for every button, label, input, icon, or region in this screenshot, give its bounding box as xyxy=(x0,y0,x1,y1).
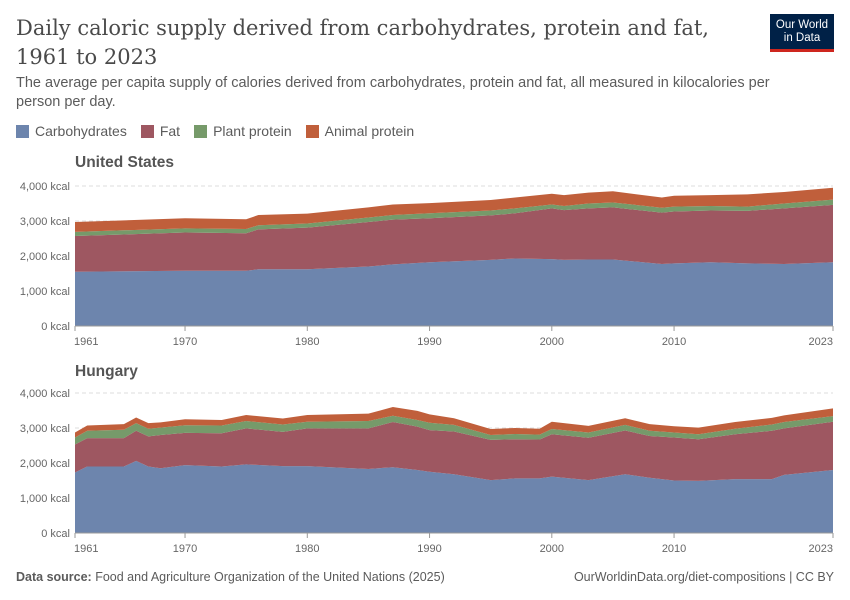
chart-title: Daily caloric supply derived from carboh… xyxy=(16,16,709,69)
y-tick-label: 4,000 kcal xyxy=(20,181,70,193)
legend: Carbohydrates Fat Plant protein Animal p… xyxy=(16,123,414,139)
data-source: Data source: Food and Agriculture Organi… xyxy=(16,570,445,584)
y-tick-label: 3,000 kcal xyxy=(20,216,70,228)
footer-link[interactable]: OurWorldinData.org/diet-compositions | C… xyxy=(573,570,834,584)
x-tick-label: 2023 xyxy=(809,336,833,348)
area-carbohydrates xyxy=(75,258,833,326)
y-tick-label: 2,000 kcal xyxy=(20,251,70,263)
source-label: Data source: xyxy=(16,570,92,584)
area-plant-protein xyxy=(75,199,833,237)
area-plant-protein xyxy=(75,415,833,445)
legend-item-carbohydrates[interactable]: Carbohydrates xyxy=(16,123,127,139)
y-tick-label: 2,000 kcal xyxy=(20,458,70,470)
facet-title: United States xyxy=(75,154,174,171)
legend-swatch xyxy=(305,124,319,138)
legend-label: Plant protein xyxy=(213,123,292,139)
x-tick-label: 2010 xyxy=(662,543,686,555)
x-tick-label: 1961 xyxy=(74,336,98,348)
x-tick-label: 1961 xyxy=(74,543,98,555)
x-tick-label: 1970 xyxy=(173,336,197,348)
y-tick-label: 3,000 kcal xyxy=(20,423,70,435)
y-tick-label: 1,000 kcal xyxy=(20,493,70,505)
legend-label: Carbohydrates xyxy=(35,123,127,139)
legend-item-animal-protein[interactable]: Animal protein xyxy=(305,123,415,139)
x-tick-label: 1980 xyxy=(295,543,319,555)
legend-swatch xyxy=(194,124,208,138)
facet-title: Hungary xyxy=(75,363,138,380)
x-tick-label: 1990 xyxy=(417,336,441,348)
y-tick-label: 0 kcal xyxy=(41,528,70,540)
area-fat xyxy=(75,204,833,272)
legend-label: Fat xyxy=(159,123,181,139)
x-tick-label: 2000 xyxy=(540,543,564,555)
legend-item-plant-protein[interactable]: Plant protein xyxy=(194,123,292,139)
x-tick-label: 2010 xyxy=(662,336,686,348)
chart-subtitle: The average per capita supply of calorie… xyxy=(16,75,770,110)
x-tick-label: 1990 xyxy=(417,543,441,555)
area-carbohydrates xyxy=(75,460,833,533)
y-tick-label: 0 kcal xyxy=(41,321,70,333)
area-animal-protein xyxy=(75,407,833,438)
x-tick-label: 1980 xyxy=(295,336,319,348)
legend-swatch xyxy=(16,124,29,138)
x-tick-label: 2000 xyxy=(540,336,564,348)
area-animal-protein xyxy=(75,187,833,232)
owid-logo[interactable]: Our World in Data xyxy=(770,14,834,52)
x-tick-label: 2023 xyxy=(809,543,833,555)
area-fat xyxy=(75,421,833,481)
legend-swatch xyxy=(140,124,154,138)
y-tick-label: 1,000 kcal xyxy=(20,286,70,298)
legend-item-fat[interactable]: Fat xyxy=(140,123,181,139)
y-tick-label: 4,000 kcal xyxy=(20,388,70,400)
source-text: Food and Agriculture Organization of the… xyxy=(95,570,445,584)
x-tick-label: 1970 xyxy=(173,543,197,555)
legend-label: Animal protein xyxy=(324,123,415,139)
